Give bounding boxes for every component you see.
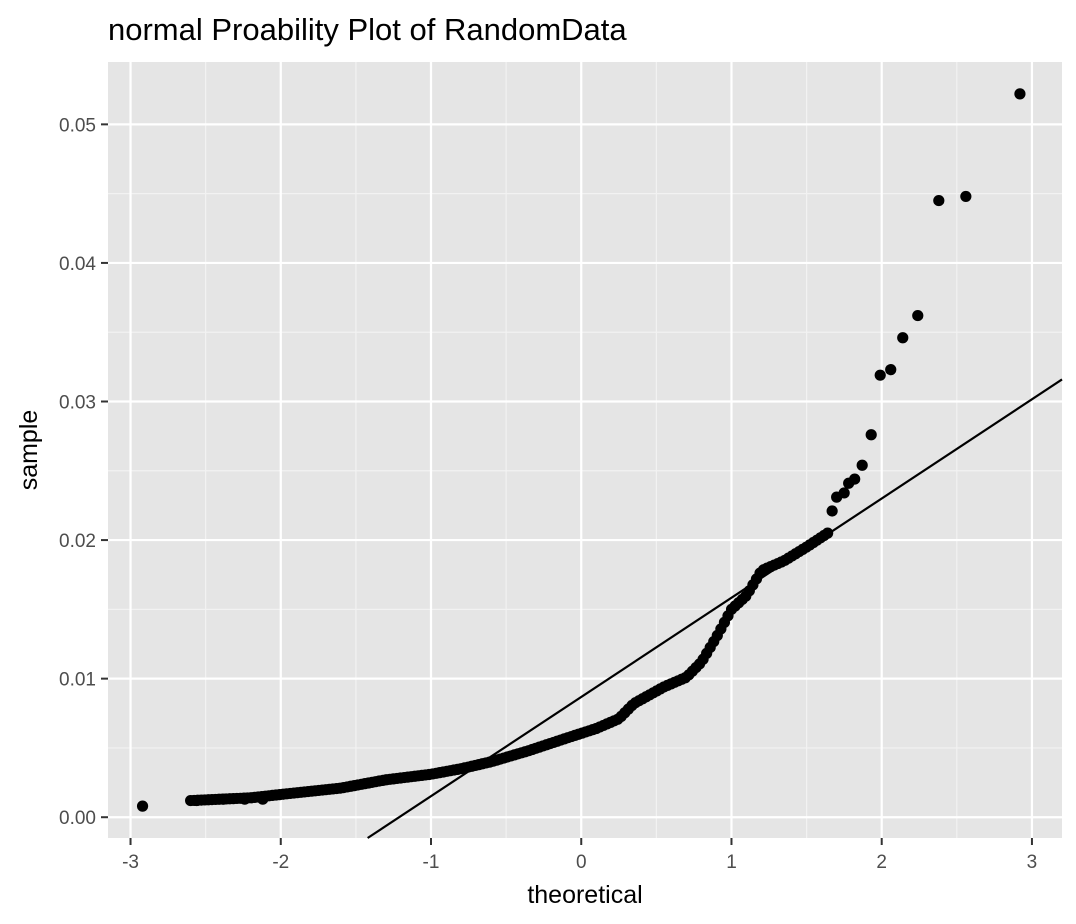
plot-panel (108, 62, 1062, 838)
y-tick-label: 0.03 (59, 393, 96, 414)
data-point (239, 793, 251, 805)
data-point (865, 429, 877, 441)
y-tick-label: 0.01 (59, 670, 96, 691)
x-axis-title: theoretical (527, 881, 642, 909)
y-tick-label: 0.04 (59, 254, 96, 275)
data-point (838, 487, 850, 499)
data-point (136, 800, 149, 812)
data-point (1014, 88, 1026, 100)
data-point (856, 459, 868, 471)
x-tick-label: 2 (876, 852, 887, 873)
data-point (912, 309, 924, 322)
data-point (822, 527, 834, 539)
data-point (874, 369, 886, 381)
x-tick-label: -2 (272, 852, 289, 873)
data-point (849, 473, 861, 485)
grid-major (108, 62, 1062, 838)
x-tick-label: 3 (1027, 852, 1038, 873)
y-tick-label: 0.05 (59, 115, 96, 136)
chart-title: normal Proability Plot of RandomData (108, 12, 627, 47)
data-point (191, 794, 203, 807)
data-point (826, 505, 838, 517)
x-axis: -3 -2 -1 0 1 2 3 (122, 838, 1037, 873)
data-point (933, 194, 945, 207)
y-tick-label: 0.00 (59, 808, 96, 829)
y-axis: 0.00 0.01 0.02 0.03 0.04 0.05 (59, 115, 108, 829)
x-tick-label: 0 (576, 852, 587, 873)
data-point (218, 793, 230, 805)
data-point (897, 332, 909, 344)
data-point (885, 364, 897, 376)
y-axis-title: sample (15, 410, 43, 491)
x-tick-label: -1 (423, 852, 440, 873)
y-tick-label: 0.02 (59, 531, 96, 552)
x-tick-label: 1 (726, 852, 737, 873)
data-point (257, 793, 269, 805)
x-tick-label: -3 (122, 852, 139, 873)
data-point (960, 190, 972, 203)
points-group (136, 88, 1026, 812)
